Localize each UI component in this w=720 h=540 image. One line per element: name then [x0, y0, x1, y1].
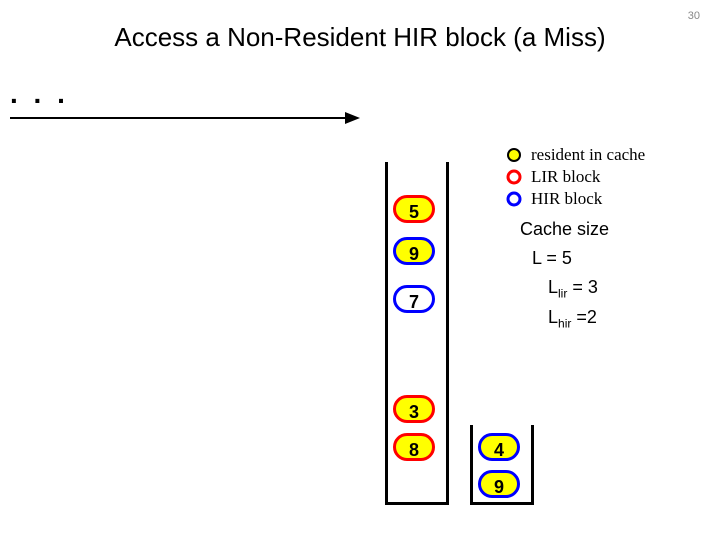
legend: resident in cache LIR block HIR block [505, 145, 645, 211]
block-4: 4 [478, 433, 520, 461]
legend-resident: resident in cache [505, 145, 645, 165]
block-8: 8 [393, 433, 435, 461]
cache-Lhir: Lhir =2 [520, 303, 609, 334]
block-5: 5 [393, 195, 435, 223]
legend-lir-label: LIR block [531, 167, 600, 187]
arrow-icon [10, 108, 360, 128]
slide-number: 30 [688, 10, 700, 22]
block-3: 3 [393, 395, 435, 423]
page-title: Access a Non-Resident HIR block (a Miss) [0, 22, 720, 53]
block-7: 7 [393, 285, 435, 313]
ellipsis-label: . . . [10, 78, 69, 110]
legend-resident-label: resident in cache [531, 145, 645, 165]
legend-hir: HIR block [505, 189, 645, 209]
legend-hir-label: HIR block [531, 189, 602, 209]
cache-info: Cache size L = 5 Llir = 3 Lhir =2 [520, 215, 609, 334]
cache-Llir: Llir = 3 [520, 273, 609, 304]
cache-size-label: Cache size [520, 215, 609, 244]
block-9: 9 [393, 237, 435, 265]
legend-lir: LIR block [505, 167, 645, 187]
cache-L: L = 5 [520, 244, 609, 273]
block-9: 9 [478, 470, 520, 498]
